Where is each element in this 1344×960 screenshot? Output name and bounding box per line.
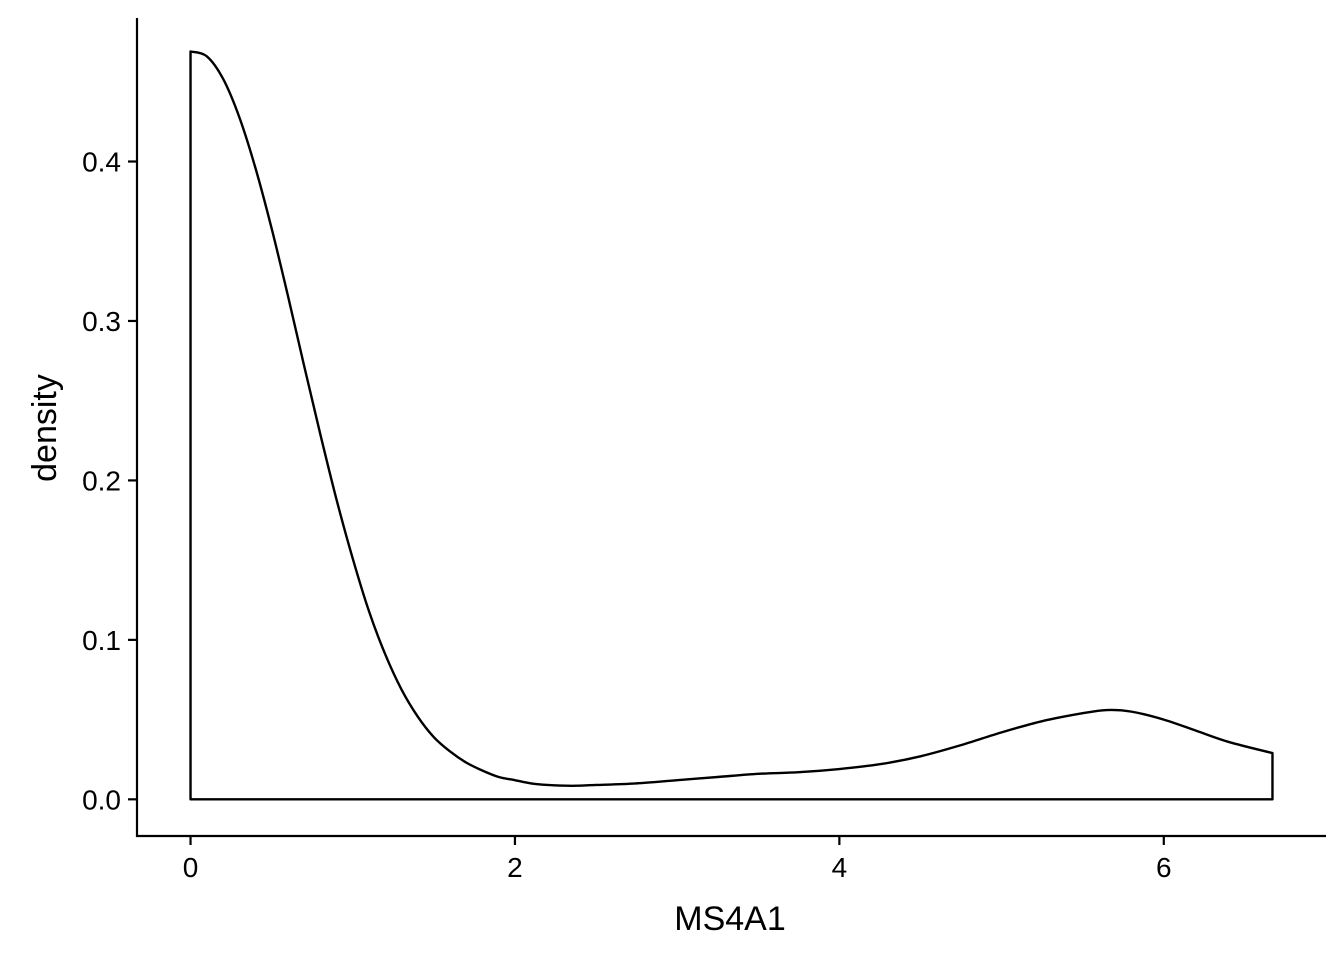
x-tick-label: 0 (183, 852, 199, 883)
x-tick-label: 2 (507, 852, 523, 883)
x-tick-label: 6 (1156, 852, 1172, 883)
y-tick-label: 0.2 (82, 465, 121, 496)
y-axis-ticks: 0.0 0.1 0.2 0.3 0.4 (82, 147, 137, 815)
y-tick-label: 0.1 (82, 625, 121, 656)
density-curve (189, 50, 1274, 801)
y-tick-label: 0.4 (82, 147, 121, 178)
x-tick-label: 4 (832, 852, 848, 883)
x-axis-ticks: 0 2 4 6 (183, 836, 1172, 883)
y-tick-label: 0.3 (82, 306, 121, 337)
y-axis-title: density (26, 374, 64, 482)
y-tick-label: 0.0 (82, 784, 121, 815)
x-axis-title: MS4A1 (674, 900, 786, 938)
